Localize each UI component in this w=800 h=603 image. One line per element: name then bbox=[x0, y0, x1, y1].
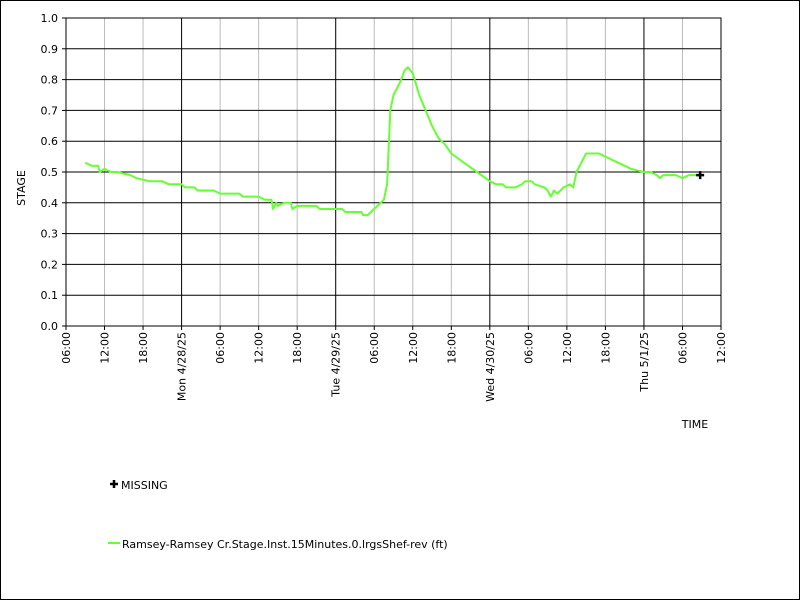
x-tick-label: 18:00 bbox=[291, 332, 304, 364]
grid bbox=[65, 17, 722, 327]
x-tick-label: 18:00 bbox=[599, 332, 612, 364]
x-tick-label: 12:00 bbox=[407, 332, 420, 364]
legend: MISSING Ramsey-Ramsey Cr.Stage.Inst.15Mi… bbox=[108, 479, 448, 551]
x-tick-label: 12:00 bbox=[253, 332, 266, 364]
legend-series: Ramsey-Ramsey Cr.Stage.Inst.15Minutes.0.… bbox=[108, 538, 448, 551]
y-tick-label: 1.0 bbox=[41, 12, 59, 25]
x-axis: 06:00 12:00 18:00 Mon 4/28/25 06:00 12:00 18:0… bbox=[60, 326, 728, 402]
x-tick-label: 18:00 bbox=[137, 332, 150, 364]
x-tick-label: 06:00 bbox=[522, 332, 535, 364]
legend-missing-label: MISSING bbox=[121, 479, 168, 492]
y-axis: 0.0 0.1 0.2 0.3 0.4 0.5 0.6 0.7 0.8 0.9 1.0 bbox=[41, 12, 66, 333]
y-tick-label: 0.6 bbox=[41, 135, 59, 148]
y-tick-label: 0.2 bbox=[41, 258, 59, 271]
y-tick-label: 0.0 bbox=[41, 320, 59, 333]
x-tick-label: 12:00 bbox=[715, 332, 728, 364]
missing-point bbox=[696, 171, 705, 180]
x-tick-label: 06:00 bbox=[214, 332, 227, 364]
y-tick-label: 0.5 bbox=[41, 166, 59, 179]
y-tick-label: 0.9 bbox=[41, 43, 59, 56]
x-tick-label: 12:00 bbox=[99, 332, 112, 364]
y-axis-label: STAGE bbox=[15, 170, 28, 206]
x-tick-label: Wed 4/30/25 bbox=[484, 332, 497, 402]
x-tick-label: Tue 4/29/25 bbox=[330, 332, 343, 398]
x-tick-label: 06:00 bbox=[60, 332, 73, 364]
x-tick-label: 12:00 bbox=[561, 332, 574, 364]
x-tick-label: 06:00 bbox=[676, 332, 689, 364]
x-tick-label: 18:00 bbox=[445, 332, 458, 364]
x-axis-label: TIME bbox=[681, 418, 708, 431]
series-layer bbox=[84, 66, 699, 217]
series-line bbox=[84, 66, 699, 217]
legend-missing: MISSING bbox=[110, 479, 168, 492]
y-tick-label: 0.1 bbox=[41, 289, 59, 302]
y-tick-label: 0.7 bbox=[41, 104, 59, 117]
x-tick-label: 06:00 bbox=[368, 332, 381, 364]
missing-marker-icon bbox=[110, 480, 118, 488]
y-tick-label: 0.3 bbox=[41, 228, 59, 241]
legend-series-label: Ramsey-Ramsey Cr.Stage.Inst.15Minutes.0.… bbox=[122, 538, 448, 551]
x-tick-label: Mon 4/28/25 bbox=[176, 332, 189, 401]
y-tick-label: 0.8 bbox=[41, 74, 59, 87]
y-tick-label: 0.4 bbox=[41, 197, 59, 210]
x-tick-label: Thu 5/1/25 bbox=[638, 332, 651, 393]
missing-markers bbox=[696, 171, 705, 180]
